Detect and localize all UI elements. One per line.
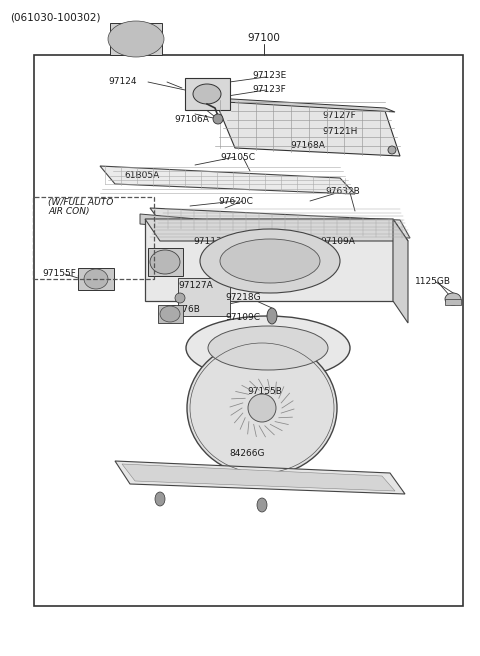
Bar	[185, 78, 230, 110]
Bar	[445, 299, 461, 305]
Ellipse shape	[257, 498, 267, 512]
Ellipse shape	[187, 340, 337, 476]
Text: 84266G: 84266G	[229, 449, 264, 459]
Ellipse shape	[186, 316, 350, 380]
Bar	[148, 248, 183, 276]
Ellipse shape	[248, 394, 276, 422]
Text: 97127A: 97127A	[178, 281, 213, 291]
Text: 97123E: 97123E	[252, 72, 286, 81]
Ellipse shape	[84, 269, 108, 289]
Polygon shape	[215, 100, 400, 156]
Ellipse shape	[108, 21, 164, 57]
Text: 97109C: 97109C	[225, 314, 260, 323]
Bar	[145, 219, 393, 301]
Text: 97100: 97100	[248, 33, 280, 43]
Polygon shape	[140, 214, 220, 231]
Polygon shape	[145, 219, 408, 241]
Bar	[110, 23, 162, 55]
Text: 97168A: 97168A	[290, 142, 325, 150]
Ellipse shape	[155, 492, 165, 506]
Ellipse shape	[175, 293, 185, 303]
Ellipse shape	[388, 146, 396, 154]
Ellipse shape	[150, 250, 180, 274]
Ellipse shape	[445, 293, 461, 305]
Ellipse shape	[200, 229, 340, 293]
Bar	[158, 305, 183, 323]
Ellipse shape	[220, 239, 320, 283]
Polygon shape	[122, 464, 395, 491]
Bar	[178, 278, 230, 316]
Text: AIR CON): AIR CON)	[48, 207, 89, 216]
Text: 1125GB: 1125GB	[415, 277, 451, 287]
Ellipse shape	[193, 84, 221, 104]
Text: 97632B: 97632B	[325, 188, 360, 197]
Bar	[34, 55, 463, 606]
Text: 97620C: 97620C	[218, 197, 253, 205]
Text: 97155B: 97155B	[247, 388, 282, 396]
Ellipse shape	[160, 306, 180, 322]
Text: 97127F: 97127F	[322, 112, 356, 121]
Text: 97123F: 97123F	[252, 85, 286, 94]
Bar	[78, 268, 114, 290]
Text: (061030-100302): (061030-100302)	[10, 12, 100, 22]
Text: 97109A: 97109A	[320, 237, 355, 245]
Text: 97124: 97124	[108, 77, 136, 87]
Bar	[33, 197, 154, 279]
Text: 61B05A: 61B05A	[124, 171, 159, 180]
Polygon shape	[100, 166, 355, 194]
Text: 97121H: 97121H	[322, 127, 358, 136]
Polygon shape	[115, 461, 405, 494]
Text: 97218G: 97218G	[225, 293, 261, 302]
Text: (W/FULL AUTO: (W/FULL AUTO	[48, 197, 113, 207]
Text: 97113B: 97113B	[193, 237, 228, 245]
Text: 97176E: 97176E	[109, 22, 144, 31]
Polygon shape	[393, 219, 408, 323]
Ellipse shape	[213, 114, 223, 124]
Polygon shape	[150, 208, 410, 238]
Text: 97106A: 97106A	[174, 115, 209, 123]
Ellipse shape	[267, 308, 277, 324]
Ellipse shape	[208, 326, 328, 370]
Text: 97176B: 97176B	[165, 304, 200, 314]
Text: 97155F: 97155F	[42, 270, 76, 279]
Text: 97105C: 97105C	[220, 152, 255, 161]
Polygon shape	[215, 98, 395, 112]
